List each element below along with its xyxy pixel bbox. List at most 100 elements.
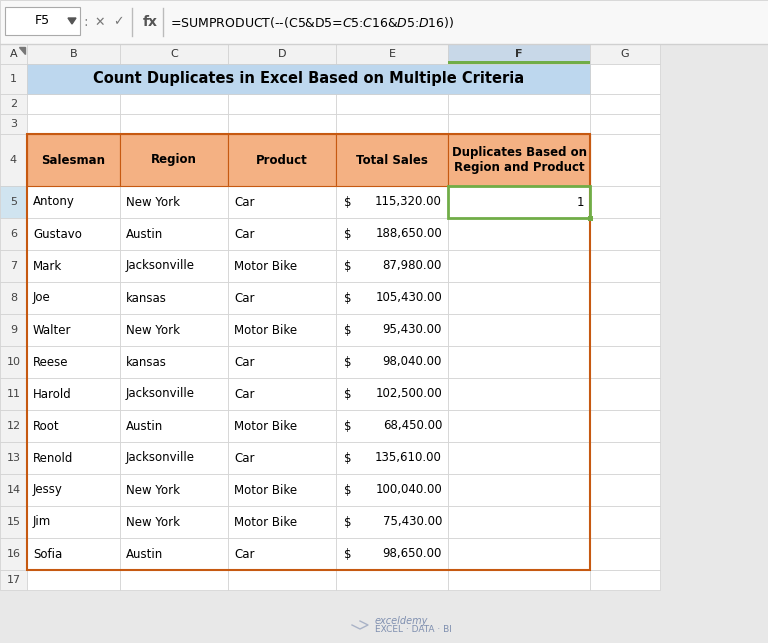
Text: 68,450.00: 68,450.00 bbox=[382, 419, 442, 433]
Bar bbox=[590, 538, 660, 570]
Bar bbox=[590, 186, 660, 218]
Bar bbox=[0, 44, 27, 64]
Bar bbox=[120, 218, 228, 250]
Text: 98,650.00: 98,650.00 bbox=[382, 547, 442, 561]
Bar bbox=[590, 474, 660, 506]
Text: 7: 7 bbox=[10, 261, 17, 271]
Text: 8: 8 bbox=[10, 293, 17, 303]
Bar bbox=[336, 442, 448, 474]
Bar bbox=[590, 44, 660, 64]
Bar bbox=[0, 506, 27, 538]
Text: New York: New York bbox=[126, 323, 180, 336]
Text: Motor Bike: Motor Bike bbox=[234, 260, 297, 273]
Bar bbox=[448, 44, 590, 64]
Bar bbox=[0, 134, 27, 186]
Bar bbox=[228, 410, 336, 442]
Text: 9: 9 bbox=[10, 325, 17, 335]
Bar bbox=[448, 94, 590, 114]
Bar bbox=[0, 410, 27, 442]
Text: C: C bbox=[170, 49, 178, 59]
Bar bbox=[448, 64, 590, 94]
Text: Mark: Mark bbox=[33, 260, 62, 273]
Bar bbox=[27, 186, 120, 218]
Bar bbox=[120, 378, 228, 410]
Text: $: $ bbox=[344, 291, 352, 305]
Text: 6: 6 bbox=[10, 229, 17, 239]
Bar bbox=[0, 64, 27, 94]
Bar bbox=[228, 506, 336, 538]
Bar bbox=[336, 64, 448, 94]
Bar bbox=[0, 114, 27, 134]
Text: 10: 10 bbox=[6, 357, 21, 367]
Bar bbox=[120, 506, 228, 538]
Bar bbox=[336, 218, 448, 250]
Bar bbox=[228, 134, 336, 186]
Bar bbox=[336, 378, 448, 410]
Text: Car: Car bbox=[234, 228, 254, 240]
Bar bbox=[590, 114, 660, 134]
Text: 105,430.00: 105,430.00 bbox=[376, 291, 442, 305]
Bar bbox=[448, 474, 590, 506]
Text: ✕: ✕ bbox=[94, 15, 105, 28]
Bar bbox=[5, 7, 80, 35]
Bar bbox=[336, 250, 448, 282]
Bar bbox=[27, 570, 120, 590]
Bar bbox=[228, 44, 336, 64]
Bar bbox=[228, 64, 336, 94]
Text: $: $ bbox=[344, 323, 352, 336]
Bar bbox=[120, 410, 228, 442]
Bar bbox=[120, 250, 228, 282]
Bar bbox=[0, 474, 27, 506]
Text: :: : bbox=[84, 15, 88, 29]
Bar bbox=[27, 474, 120, 506]
Bar bbox=[228, 442, 336, 474]
Text: Sofia: Sofia bbox=[33, 547, 62, 561]
Text: E: E bbox=[389, 49, 396, 59]
Bar bbox=[336, 94, 448, 114]
Text: Car: Car bbox=[234, 388, 254, 401]
Text: 12: 12 bbox=[6, 421, 21, 431]
Text: 2: 2 bbox=[10, 99, 17, 109]
Text: 188,650.00: 188,650.00 bbox=[376, 228, 442, 240]
Bar bbox=[448, 314, 590, 346]
Text: Gustavo: Gustavo bbox=[33, 228, 82, 240]
Bar bbox=[27, 134, 120, 186]
Bar bbox=[27, 64, 590, 94]
Text: 14: 14 bbox=[6, 485, 21, 495]
Text: fx: fx bbox=[143, 15, 158, 29]
Bar bbox=[336, 134, 448, 186]
Text: Reese: Reese bbox=[33, 356, 68, 368]
Bar bbox=[120, 64, 228, 94]
Bar bbox=[590, 346, 660, 378]
Text: Motor Bike: Motor Bike bbox=[234, 484, 297, 496]
Text: Jacksonville: Jacksonville bbox=[126, 451, 195, 464]
Text: 1: 1 bbox=[10, 74, 17, 84]
Text: 98,040.00: 98,040.00 bbox=[382, 356, 442, 368]
Text: 16: 16 bbox=[6, 549, 21, 559]
Bar bbox=[336, 410, 448, 442]
Bar bbox=[228, 218, 336, 250]
Bar bbox=[336, 186, 448, 218]
Bar bbox=[448, 134, 590, 186]
Text: $: $ bbox=[344, 419, 352, 433]
Bar bbox=[448, 410, 590, 442]
Bar bbox=[228, 474, 336, 506]
Bar bbox=[228, 114, 336, 134]
Bar bbox=[336, 538, 448, 570]
Bar bbox=[228, 570, 336, 590]
Bar bbox=[120, 538, 228, 570]
Bar bbox=[27, 94, 120, 114]
Bar bbox=[120, 134, 228, 186]
Polygon shape bbox=[19, 47, 25, 54]
Bar bbox=[336, 114, 448, 134]
Text: 5: 5 bbox=[10, 197, 17, 207]
Text: $: $ bbox=[344, 451, 352, 464]
Bar bbox=[27, 250, 120, 282]
Bar bbox=[448, 218, 590, 250]
Text: B: B bbox=[70, 49, 78, 59]
Text: Car: Car bbox=[234, 356, 254, 368]
Text: Product: Product bbox=[256, 154, 308, 167]
Bar bbox=[228, 346, 336, 378]
Bar bbox=[0, 442, 27, 474]
Bar bbox=[27, 218, 120, 250]
